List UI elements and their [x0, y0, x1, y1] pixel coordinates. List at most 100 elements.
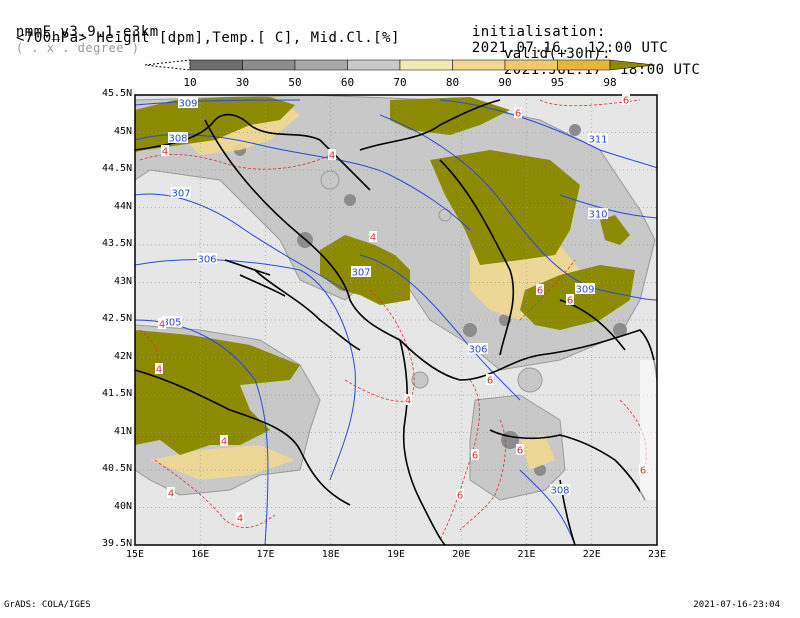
temperature-label-bg — [369, 231, 377, 242]
temperature-label-bg — [328, 149, 336, 160]
temperature-contour-label: 6 — [567, 296, 573, 307]
longitude-label: 16E — [191, 549, 210, 560]
height-contour-label: 309 — [575, 285, 594, 296]
sea-patch — [640, 360, 657, 500]
init-time: initialisation: 2021.07.16. 12:00 UTC — [454, 8, 668, 56]
latitude-label: 43.5N — [102, 238, 133, 249]
longitude-label: 20E — [452, 549, 471, 560]
colorbar — [144, 59, 656, 71]
temperature-contour-label: 6 — [457, 491, 463, 502]
height-contour-label: 309 — [178, 99, 197, 110]
temperature-label-bg — [158, 318, 166, 329]
footer-right: 2021-07-16-23:04 — [693, 600, 780, 610]
temperature-label-bg — [236, 512, 244, 523]
temperature-contour-label: 4 — [329, 151, 335, 162]
temperature-contours — [139, 99, 647, 541]
height-contour-label: 311 — [588, 135, 607, 146]
height-contour-label: 308 — [550, 486, 569, 497]
height-contour-label: 308 — [168, 134, 187, 145]
footer-left: GrADS: COLA/IGES — [4, 600, 91, 610]
height-contour-label: 307 — [171, 189, 190, 200]
units-note: ( . x . degree ) — [15, 41, 140, 55]
colorbar-level-label: 98 — [603, 76, 617, 89]
height-label-bg — [588, 133, 608, 144]
height-label-bg — [575, 283, 595, 294]
temperature-contour-label: 6 — [640, 466, 646, 477]
temperature-label-bg — [486, 374, 494, 385]
latitude-label: 41.5N — [102, 388, 133, 399]
height-label-bg — [178, 97, 198, 108]
temperature-label-bg — [639, 464, 647, 475]
height-contour-label: 306 — [468, 345, 487, 356]
temperature-contour-label: 6 — [623, 96, 629, 107]
temperature-contour-label: 6 — [537, 286, 543, 297]
latitude-label: 40.5N — [102, 463, 133, 474]
subtitle: <700hPa> Height [dpm],Temp.[ C], Mid.Cl.… — [16, 30, 400, 46]
latitude-label: 44N — [113, 200, 132, 212]
temperature-label-bg — [516, 444, 524, 455]
temperature-contour-label: 4 — [221, 437, 227, 448]
temperature-contour-label: 4 — [237, 514, 243, 525]
temperature-label-bg — [514, 107, 522, 118]
longitude-label: 19E — [386, 549, 406, 560]
colorbar-high-arrow — [609, 59, 656, 71]
latitude-label: 43N — [113, 275, 132, 287]
temperature-labels: 4 4 4 4 4 4 4 4 4 6 6 6 6 6 6 6 6 6 — [155, 94, 647, 525]
temperature-label-bg — [622, 94, 630, 105]
temperature-contour-label: 6 — [487, 376, 493, 387]
longitude-label: 15E — [125, 549, 145, 560]
coastlines-borders — [135, 99, 657, 545]
height-label-bg — [351, 266, 371, 277]
longitude-label: 21E — [517, 549, 536, 560]
temperature-contour-label: 6 — [515, 109, 521, 120]
height-label-bg — [588, 208, 608, 219]
colorbar-level-label: 60 — [340, 76, 355, 89]
temperature-contour-label: 4 — [405, 396, 411, 407]
height-label-bg — [162, 316, 182, 327]
latitude-label: 42N — [113, 350, 132, 362]
longitude-label: 22E — [582, 549, 601, 560]
colorbar-level-label: 10 — [183, 76, 197, 89]
temperature-contour-label: 6 — [517, 446, 523, 457]
height-contour-label: 310 — [588, 210, 607, 221]
height-contour-label: 306 — [197, 255, 216, 266]
latitude-label: 39.5N — [102, 538, 133, 549]
temperature-contour-label: 4 — [159, 320, 165, 331]
colorbar-level-label: 95 — [550, 76, 565, 89]
temperature-label-bg — [155, 363, 163, 374]
latitude-label: 42.5N — [102, 313, 133, 324]
height-label-bg — [197, 253, 217, 264]
longitude-label: 23E — [647, 549, 667, 560]
model-name: nmmE_v3.9.1-e3km — [15, 24, 159, 40]
colorbar-level-label: 30 — [235, 76, 250, 89]
temperature-label-bg — [536, 284, 544, 295]
height-label-bg — [468, 343, 488, 354]
valid-label: valid(+30h): — [503, 46, 612, 62]
latitude-label: 40N — [113, 500, 132, 512]
height-label-bg — [550, 484, 570, 495]
temperature-contour-label: 4 — [156, 365, 162, 376]
temperature-label-bg — [220, 435, 228, 446]
temperature-contour-label: 6 — [472, 451, 478, 462]
latitude-label: 45.5N — [102, 88, 133, 99]
lat-lon-grid — [135, 95, 657, 545]
colorbar-level-label: 80 — [445, 76, 460, 89]
map-frame — [134, 94, 658, 546]
temperature-label-bg — [161, 145, 169, 156]
temperature-label-bg — [404, 394, 412, 405]
height-contour-label: 305 — [162, 318, 181, 329]
longitude-label: 18E — [321, 549, 340, 560]
temperature-label-bg — [456, 489, 464, 500]
colorbar-low-arrow — [144, 59, 191, 71]
latitude-label: 45N — [113, 125, 132, 137]
temperature-label-bg — [471, 449, 479, 460]
height-contour-label: 307 — [351, 268, 370, 279]
latitude-label: 41N — [113, 425, 132, 437]
colorbar-level-label: 90 — [498, 76, 512, 89]
longitude-label: 17E — [256, 549, 275, 560]
temperature-contour-label: 4 — [370, 233, 376, 244]
init-label: initialisation: — [471, 24, 606, 40]
height-label-bg — [171, 187, 191, 198]
model-title: nmmE_v3.9.1-e3km ( . x . degree ) — [0, 8, 159, 56]
